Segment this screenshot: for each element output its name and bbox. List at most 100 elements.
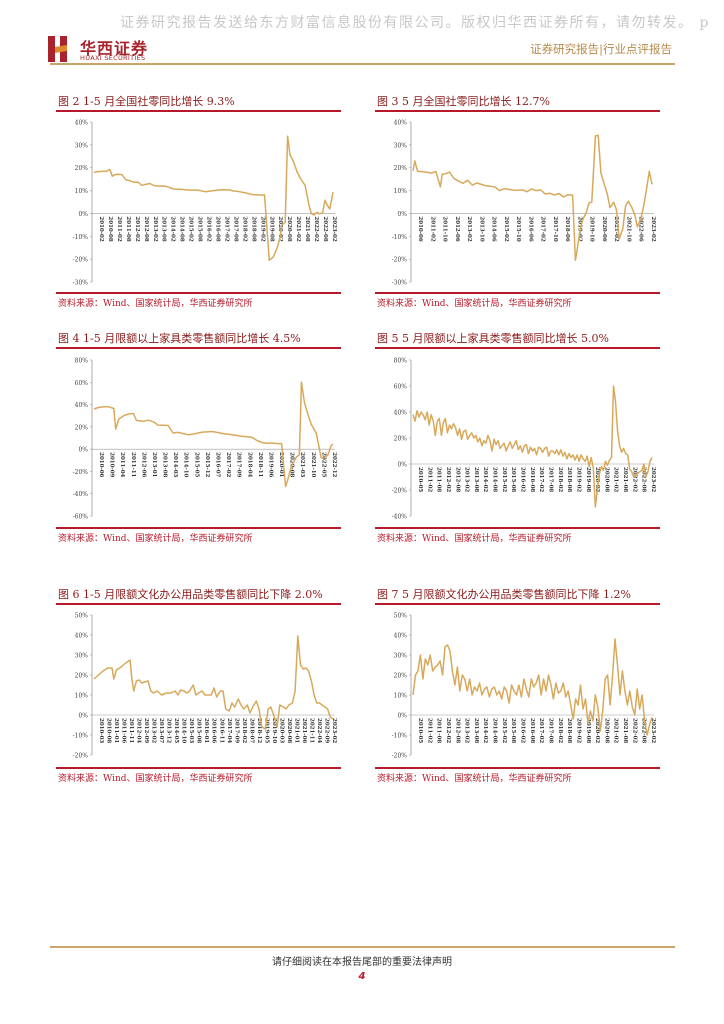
x-tick-label: 2014-08 <box>492 718 498 743</box>
x-tick-label: 2021-02 <box>613 718 619 743</box>
y-tick-label: -10% <box>73 234 89 241</box>
x-tick-label: 2022-08 <box>322 216 328 241</box>
x-tick-label: 2012-04 <box>136 718 142 743</box>
chart-figure-5: -40% -20% 0% 20% 40% 60% 80% 2010-05 2011-02 2011… <box>375 350 660 526</box>
x-tick-label: 2020-02 <box>594 718 600 743</box>
y-tick-label: 20% <box>394 673 408 680</box>
y-tick-label: -20% <box>73 469 89 476</box>
x-tick-label: 2014-10 <box>183 452 189 477</box>
huaxi-logo: 华西证券 HUAXI SECURITIES <box>48 35 178 65</box>
x-tick-label: 2014-06 <box>491 216 497 241</box>
x-tick-label: 2014-08 <box>179 216 185 241</box>
x-tick-label: 2016-02 <box>520 467 526 492</box>
x-tick-label: 2016-02 <box>206 216 212 241</box>
x-tick-label: 2011-02 <box>429 216 435 241</box>
x-tick-label: 2012-02 <box>445 467 451 492</box>
x-tick-label: 2018-07 <box>248 718 254 743</box>
x-tick-label: 2011-11 <box>130 452 136 477</box>
source-bar <box>56 292 341 294</box>
y-tick-label: 0% <box>397 462 407 469</box>
x-tick-label: 2015-05 <box>193 452 199 477</box>
chart-svg: -30% -20% -10% 0% 10% 20% 30% 40% 2010-02 2010-08… <box>73 120 337 287</box>
chart-figure-3: -30% -20% -10% 0% 10% 20% 30% 40% 2010-06 2011-02… <box>375 112 660 292</box>
x-tick-label: 2012-06 <box>140 452 146 477</box>
x-tick-label: 2011-08 <box>436 467 442 492</box>
y-tick-label: 40% <box>394 633 408 640</box>
x-tick-label: 2015-08 <box>510 718 516 743</box>
chart-svg: -30% -20% -10% 0% 10% 20% 30% 40% 2010-06 2011-02… <box>392 120 656 287</box>
x-tick-label: 2014-10 <box>181 718 187 743</box>
figure-title-4: 图 4 1-5 月限额以上家具类零售额同比增长 4.5% <box>58 332 301 345</box>
source-bar <box>375 767 660 769</box>
figure-title-bar <box>375 110 660 112</box>
x-tick-label: 2021-08 <box>304 216 310 241</box>
x-tick-label: 2013-10 <box>478 216 484 241</box>
source-bar <box>375 292 660 294</box>
x-tick-label: 2017-04 <box>226 718 232 743</box>
x-tick-label: 2017-02 <box>540 216 546 241</box>
y-tick-label: 80% <box>75 358 89 365</box>
logo-text-cn: 华西证券 <box>80 39 149 58</box>
logo-text-en: HUAXI SECURITIES <box>80 54 146 62</box>
x-tick-label: 2023-02 <box>650 718 656 743</box>
y-tick-label: 0% <box>397 211 407 218</box>
y-tick-label: 20% <box>75 424 89 431</box>
y-tick-label: 0% <box>78 713 88 720</box>
x-tick-label: 2015-10 <box>515 216 521 241</box>
x-tick-label: 2019-02 <box>575 467 581 492</box>
footer-disclaimer: 请仔细阅读在本报告尾部的重要法律声明 <box>272 957 452 968</box>
x-tick-label: 2022-04 <box>316 718 322 743</box>
x-tick-label: 2010-06 <box>98 452 104 477</box>
x-tick-label: 2011-08 <box>125 216 131 241</box>
x-tick-label: 2016-07 <box>215 452 221 477</box>
x-tick-label: 2013-01 <box>151 452 157 477</box>
x-tick-label: 2016-02 <box>520 718 526 743</box>
x-tick-label: 2013-02 <box>466 216 472 241</box>
x-tick-label: 2018-08 <box>566 467 572 492</box>
x-tick-label: 2021-03 <box>299 452 305 477</box>
x-tick-label: 2010-03 <box>98 718 104 743</box>
figure-source-2: 资料来源：Wind、国家统计局，华西证券研究所 <box>58 299 253 309</box>
x-tick-label: 2016-06 <box>211 718 217 743</box>
x-tick-label: 2022-02 <box>631 467 637 492</box>
x-tick-label: 2013-08 <box>161 216 167 241</box>
x-tick-label: 2010-06 <box>417 216 423 241</box>
x-tick-label: 2014-03 <box>172 452 178 477</box>
x-tick-label: 2022-09 <box>323 718 329 743</box>
x-tick-label: 2022-06 <box>638 216 644 241</box>
figure-title-3: 图 3 5 月全国社零同比增长 12.7% <box>377 95 550 108</box>
x-tick-label: 2021-10 <box>625 216 631 241</box>
x-tick-label: 2012-08 <box>454 718 460 743</box>
x-tick-label: 2013-02 <box>151 718 157 743</box>
x-tick-label: 2015-02 <box>501 467 507 492</box>
x-tick-label: 2012-08 <box>454 467 460 492</box>
y-tick-label: -40% <box>392 514 408 521</box>
source-bar <box>56 527 341 529</box>
x-tick-label: 2010-08 <box>107 216 113 241</box>
x-tick-label: 2012-02 <box>134 216 140 241</box>
x-tick-label: 2017-08 <box>547 467 553 492</box>
chart-figure-2: -30% -20% -10% 0% 10% 20% 30% 40% 2010-02 2010-08… <box>56 112 341 292</box>
figure-title-bar <box>56 110 341 112</box>
huaxi-logo-icon <box>48 36 67 62</box>
x-tick-label: 2023-02 <box>331 718 337 743</box>
x-tick-label: 2016-08 <box>529 467 535 492</box>
x-tick-label: 2016-11 <box>218 718 224 743</box>
x-tick-label: 2014-05 <box>173 718 179 743</box>
figure-title-bar <box>375 347 660 349</box>
series-line <box>93 135 334 262</box>
series-line <box>412 385 653 508</box>
x-tick-label: 2011-02 <box>116 216 122 241</box>
x-tick-label: 2017-02 <box>538 718 544 743</box>
series-line <box>412 134 653 262</box>
x-tick-label: 2021-02 <box>295 216 301 241</box>
chart-svg: -40% -20% 0% 20% 40% 60% 80% 2010-05 2011-02 2011… <box>392 358 656 521</box>
x-tick-label: 2011-08 <box>436 718 442 743</box>
x-tick-label: 2017-10 <box>552 216 558 241</box>
x-tick-label: 2019-06 <box>267 452 273 477</box>
x-tick-label: 2010-08 <box>106 718 112 743</box>
y-tick-label: -10% <box>392 234 408 241</box>
y-tick-label: 20% <box>75 165 89 172</box>
x-tick-label: 2023-02 <box>331 216 337 241</box>
figure-source-4: 资料来源：Wind、国家统计局，华西证券研究所 <box>58 534 253 544</box>
